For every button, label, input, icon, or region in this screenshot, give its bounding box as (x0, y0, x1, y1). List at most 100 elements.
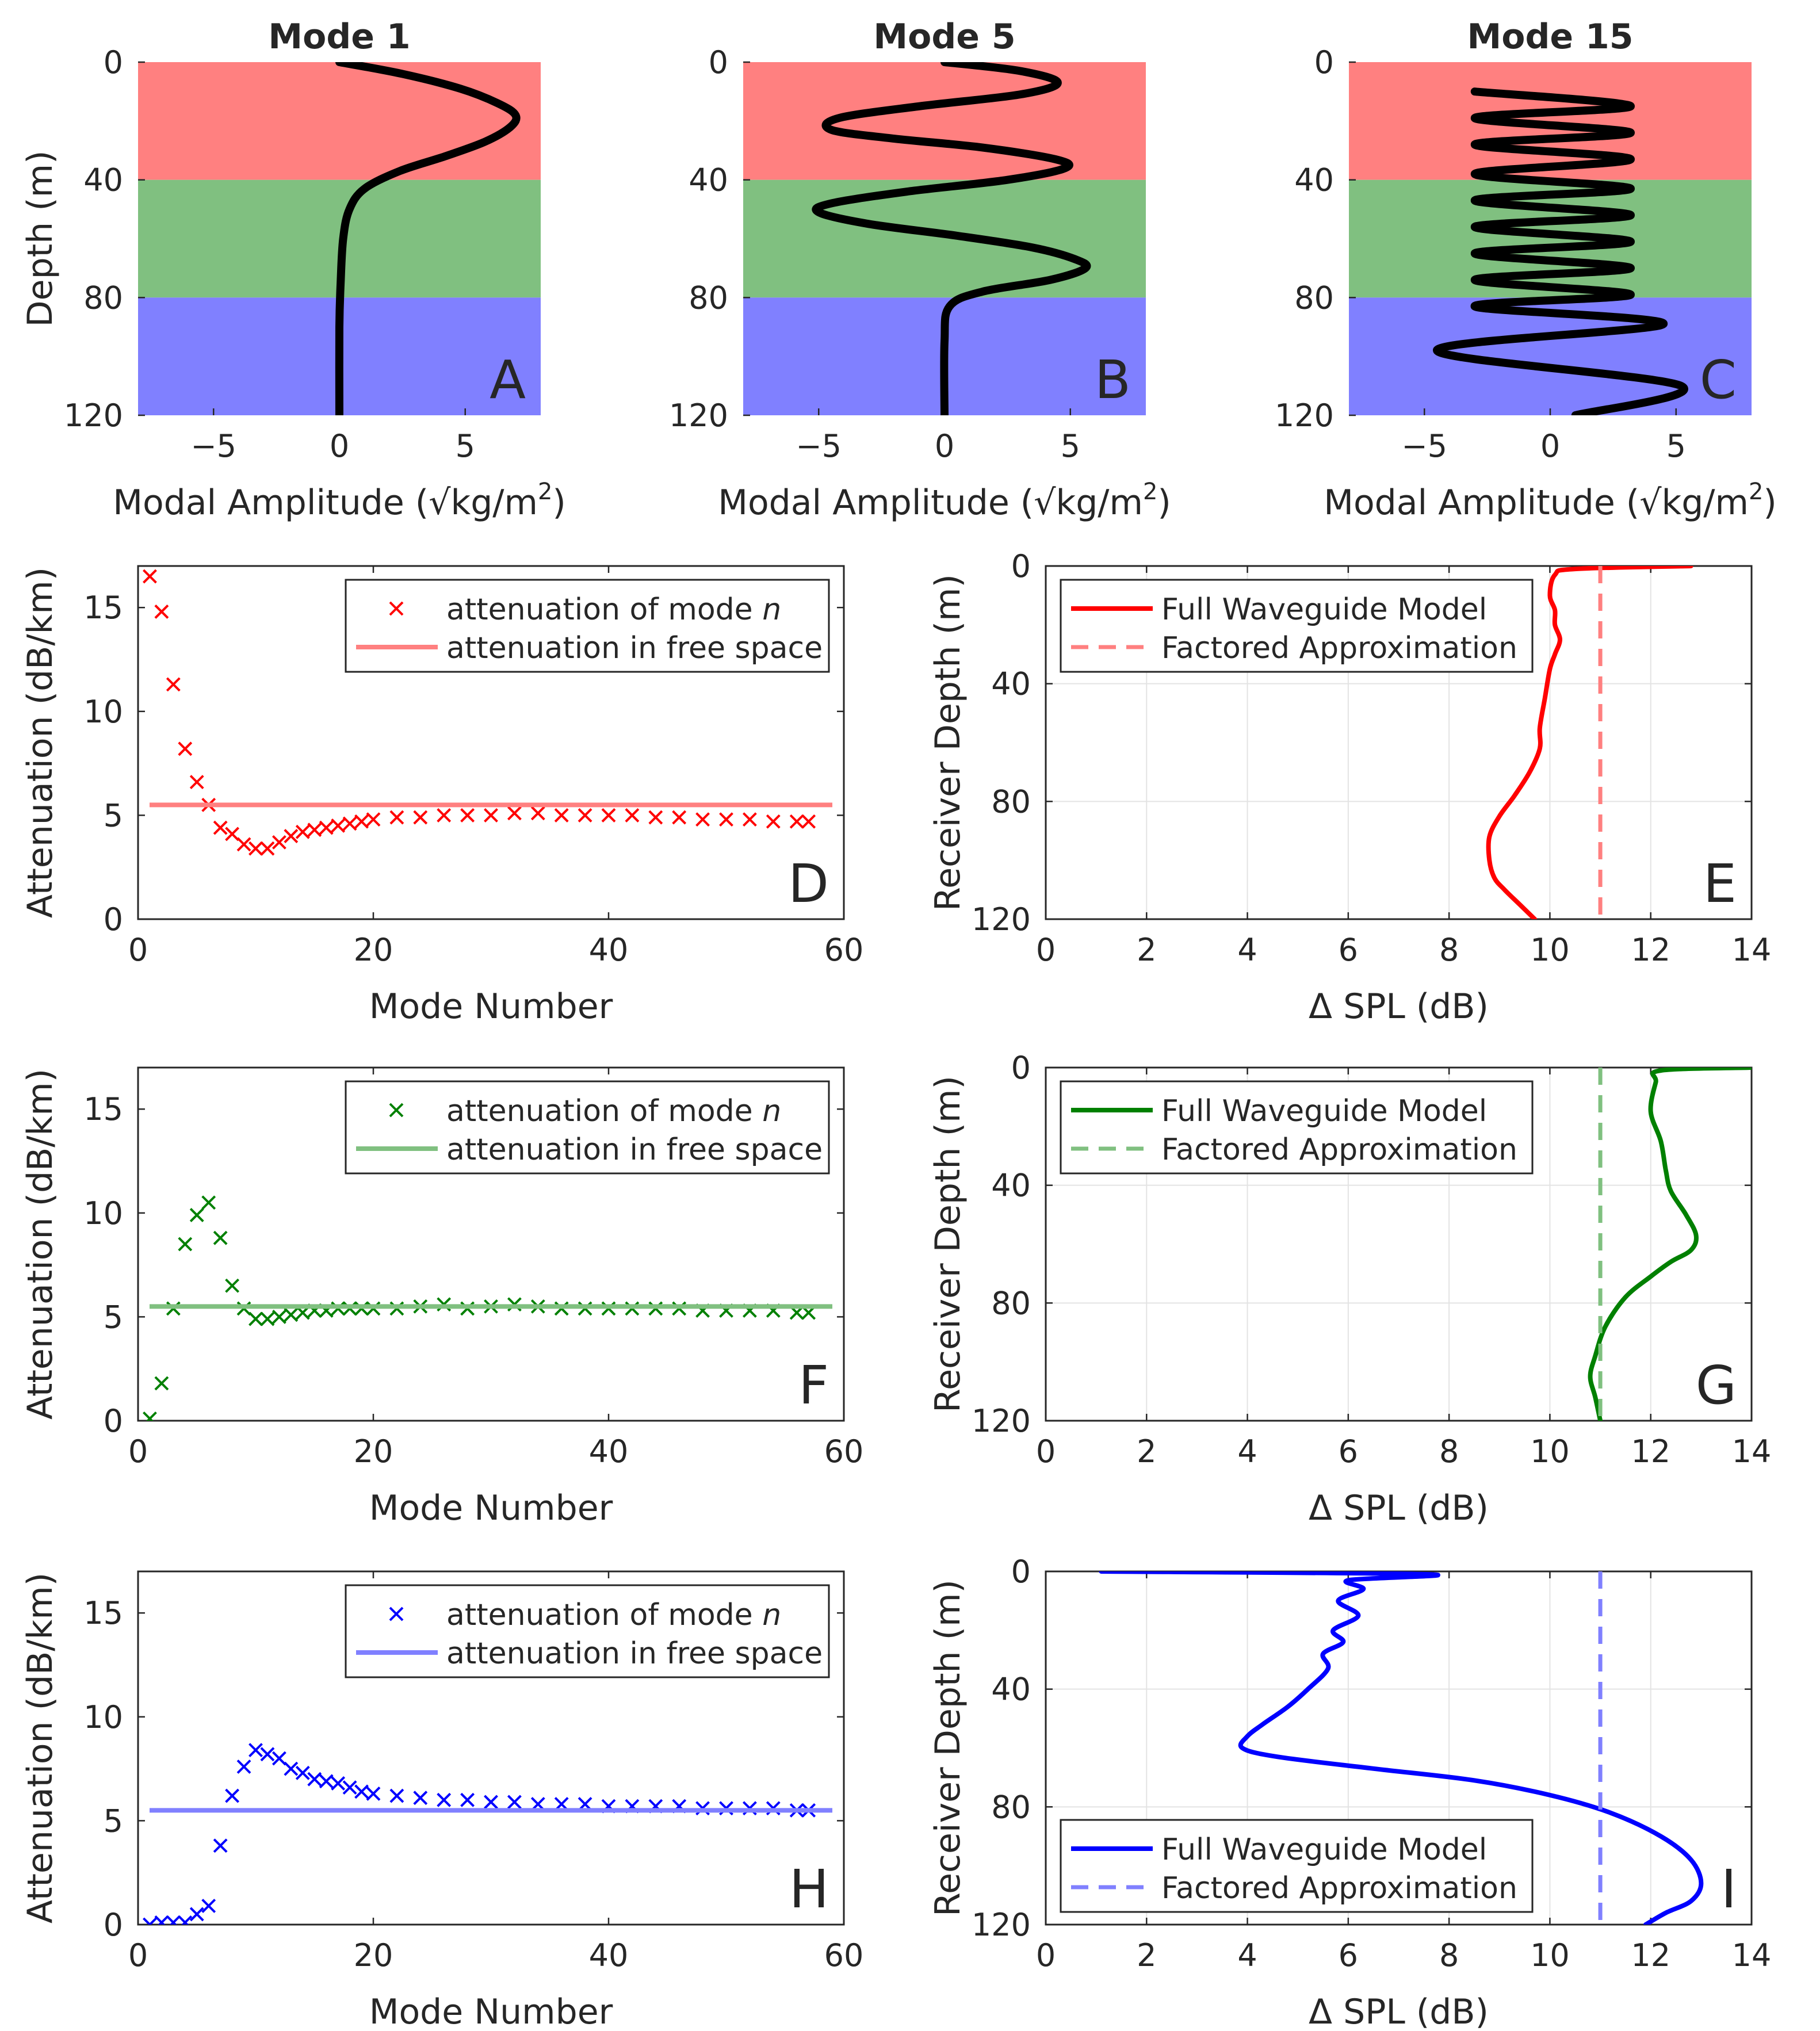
legend-label: Full Waveguide Model (1161, 1833, 1487, 1867)
data-point (248, 1311, 263, 1326)
y-tick-label: 10 (83, 694, 123, 730)
legend-marker (389, 1607, 404, 1621)
legend: attenuation of mode n attenuation in free… (345, 1080, 830, 1175)
legend-label: Factored Approximation (1161, 1133, 1517, 1167)
layer-band-1 (138, 62, 541, 180)
data-point (236, 1760, 251, 1774)
x-axis-label: Mode Number (369, 986, 613, 1027)
data-point (507, 806, 522, 821)
data-point (507, 1795, 522, 1810)
legend: Full Waveguide Model Factored Approximati… (1060, 1080, 1534, 1175)
x-tick-label: 20 (354, 932, 393, 968)
data-point (213, 820, 228, 835)
x-tick-label: 6 (1339, 1433, 1358, 1470)
x-tick-label: 0 (128, 1937, 148, 1973)
data-point (460, 808, 475, 823)
data-point (189, 1907, 204, 1922)
data-point (437, 1792, 452, 1807)
data-point (766, 814, 781, 829)
data-point (354, 1784, 369, 1799)
y-tick-label: 0 (1314, 44, 1334, 81)
y-tick-label: 0 (709, 44, 728, 81)
data-point (331, 1776, 346, 1791)
legend: attenuation of mode n attenuation in free… (345, 579, 830, 673)
data-point (272, 835, 286, 850)
data-point (413, 810, 428, 825)
y-tick-label: 15 (83, 590, 123, 626)
plot-area (143, 1743, 832, 1925)
x-tick-label: 20 (354, 1433, 393, 1470)
y-axis-label: Attenuation (dB/km) (20, 1573, 60, 1923)
plot-area (143, 569, 832, 856)
y-axis-label: Attenuation (dB/km) (20, 567, 60, 918)
data-point (154, 1915, 169, 1925)
legend-label: attenuation of mode n (446, 1094, 781, 1129)
x-tick-label: 40 (589, 932, 629, 968)
x-tick-label: 5 (1666, 428, 1686, 464)
x-tick-label: 0 (1540, 428, 1560, 464)
data-point (272, 1751, 286, 1766)
full-waveguide-curve (1099, 1571, 1704, 1925)
panel-label: A (490, 349, 526, 411)
legend-box (1060, 579, 1534, 673)
x-tick-label: 10 (1530, 1433, 1570, 1470)
panel-label: G (1696, 1355, 1737, 1416)
data-point (331, 818, 346, 833)
data-point (213, 1838, 228, 1853)
legend-label: attenuation of mode n (446, 1598, 781, 1632)
x-tick-label: 8 (1439, 1433, 1459, 1470)
panel-h: 0 20 40 60 0 5 10 15 Mode Number Attenuation (dB/… (20, 1570, 863, 2031)
y-tick-label: 120 (64, 397, 123, 434)
data-point (695, 812, 710, 827)
x-tick-label: 0 (1036, 1937, 1056, 1973)
x-tick-label: 10 (1530, 1937, 1570, 1973)
data-point (307, 1772, 322, 1787)
legend: Full Waveguide Model Factored Approximati… (1060, 1819, 1534, 1913)
axes-frame (1045, 565, 1753, 920)
data-point (260, 1747, 275, 1762)
legend-label: attenuation of mode n (446, 592, 781, 627)
x-tick-label: 14 (1732, 1433, 1772, 1470)
data-point (295, 1765, 310, 1780)
x-axis-label: Mode Number (369, 1992, 613, 2031)
data-point (248, 841, 263, 856)
data-point (601, 808, 616, 823)
x-tick-label: 5 (456, 428, 475, 464)
panel-label: E (1703, 853, 1737, 915)
data-point (189, 775, 204, 790)
x-tick-label: −5 (1401, 428, 1447, 464)
data-point (213, 1230, 228, 1245)
x-tick-label: 4 (1237, 1433, 1257, 1470)
plot-area (335, 62, 521, 415)
plot-area (1433, 87, 1688, 415)
legend-box (345, 1584, 830, 1678)
plot-area (1099, 1571, 1704, 1925)
data-point (154, 605, 169, 619)
panel-label: C (1700, 349, 1737, 411)
plot-area (1486, 566, 1693, 919)
data-point (166, 677, 181, 692)
x-tick-label: 5 (1061, 428, 1080, 464)
layer-band-2 (743, 179, 1146, 298)
data-point (366, 812, 381, 827)
x-tick-label: 6 (1339, 1937, 1358, 1973)
data-point (189, 1208, 204, 1222)
y-axis-label: Depth (m) (20, 150, 60, 327)
legend: Full Waveguide Model Factored Approximati… (1060, 579, 1534, 673)
x-tick-label: −5 (796, 428, 842, 464)
data-point (719, 812, 733, 827)
x-tick-label: 2 (1137, 932, 1156, 968)
panel-label: H (789, 1858, 829, 1920)
y-tick-label: 80 (991, 783, 1031, 820)
panel-c: −5 0 5 0 40 80 120 Modal Amplitude (√kg/m2) Mode… (1275, 17, 1777, 523)
legend: attenuation of mode n attenuation in free… (345, 1584, 830, 1678)
chart-title: Mode 1 (268, 17, 410, 57)
x-axis-label: Mode Number (369, 1488, 613, 1528)
data-point (166, 1915, 181, 1925)
chart-title: Mode 5 (873, 17, 1015, 57)
legend-box (1060, 1819, 1534, 1913)
mode-shape-curve (335, 62, 521, 415)
y-axis-label: Attenuation (dB/km) (20, 1069, 60, 1420)
